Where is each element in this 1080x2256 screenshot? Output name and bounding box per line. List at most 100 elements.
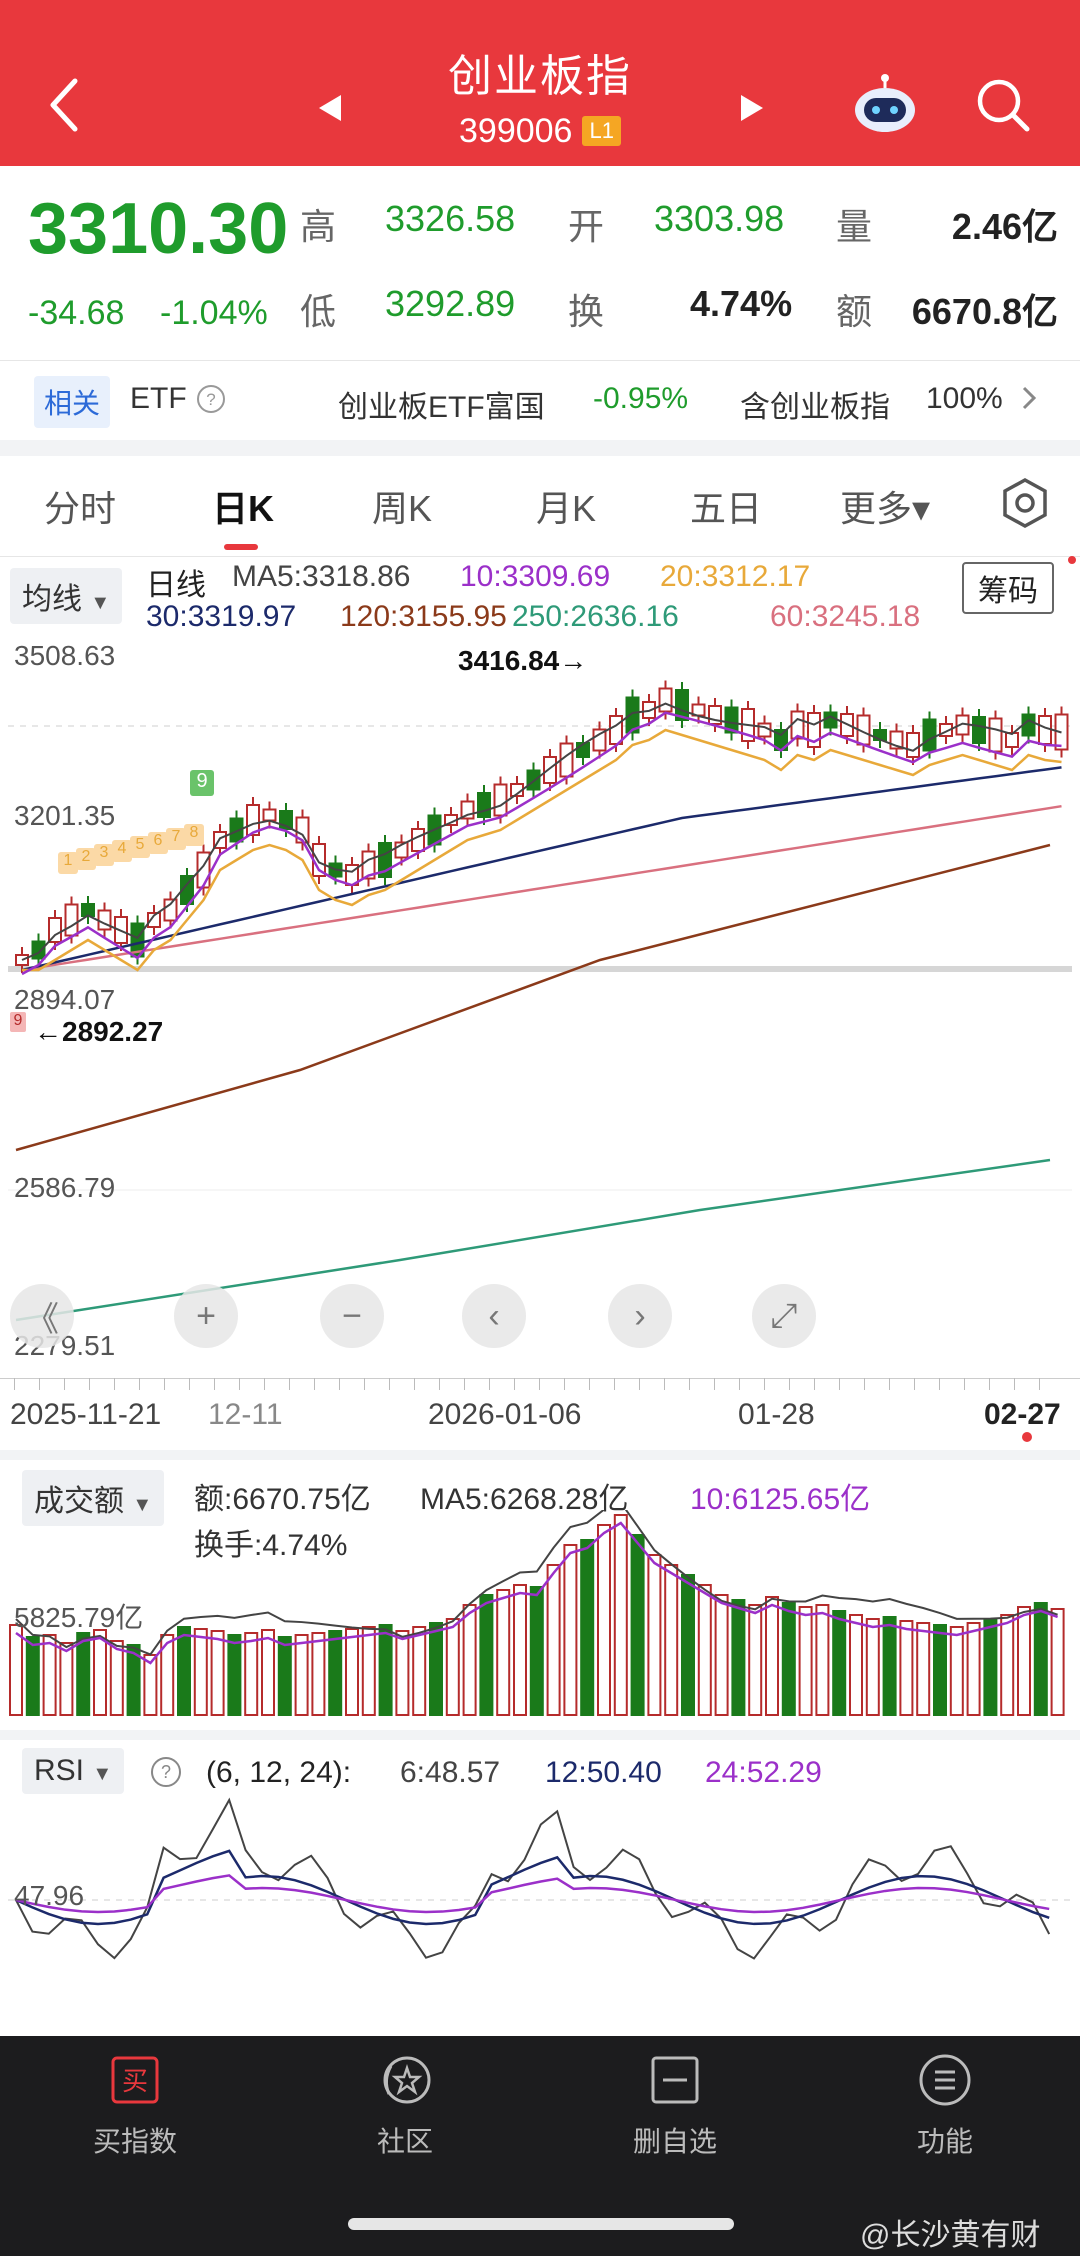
x-tick: [964, 1378, 965, 1390]
turnover-label: 换: [568, 291, 605, 332]
volume-bar: [462, 1604, 477, 1716]
nav-community[interactable]: 社区: [270, 2050, 540, 2160]
candle-body: [64, 903, 79, 937]
candle-body: [477, 792, 491, 818]
robot-assistant-button[interactable]: [848, 66, 922, 140]
collapse-button[interactable]: 《: [10, 1284, 74, 1348]
ma60-line: [21, 804, 1062, 972]
x-tick: [114, 1378, 115, 1390]
volume-bar: [1033, 1602, 1048, 1716]
x-tick: [1039, 1378, 1040, 1390]
x-tick: [539, 1378, 540, 1390]
rsi-indicator-select[interactable]: RSI ▼: [22, 1748, 125, 1794]
volume-indicator-select[interactable]: 成交额 ▼: [22, 1470, 165, 1526]
x-tick: [839, 1378, 840, 1390]
volume-bar: [664, 1564, 679, 1716]
chevron-left-icon: [50, 78, 78, 132]
candle-body: [922, 718, 937, 752]
prev-index-button[interactable]: [300, 78, 360, 138]
y-label-top: 3508.63: [14, 640, 116, 671]
etf-contain-text: 含创业板指: [740, 391, 890, 424]
x-tick: [214, 1378, 215, 1390]
volume-bar: [193, 1628, 208, 1716]
volume-amount: 额:6670.75亿: [194, 1483, 371, 1516]
back-button[interactable]: [30, 70, 100, 140]
volume-bar: [345, 1628, 359, 1716]
nav-community-label: 社区: [376, 2126, 433, 2157]
kline-chart[interactable]: [0, 630, 1080, 1380]
volume-ma5: MA5:6268.28亿: [420, 1483, 629, 1516]
tab-five-day[interactable]: 五日: [690, 488, 763, 529]
rsi24-readout: 24:52.29: [705, 1756, 822, 1789]
indicator-select[interactable]: 均线 ▼: [10, 568, 123, 624]
triangle-left-icon: [319, 95, 341, 121]
candle-body: [609, 715, 623, 745]
volume-chart[interactable]: [0, 1510, 1080, 1725]
rsi-chart[interactable]: [0, 1790, 1080, 2010]
caret-down-icon: ▼: [132, 1494, 153, 1516]
rsi-help-icon[interactable]: ?: [150, 1756, 182, 1793]
tab-more[interactable]: 更多▾: [840, 488, 931, 529]
search-button[interactable]: [968, 70, 1038, 140]
x-tick: [164, 1378, 165, 1390]
volume-bar: [277, 1636, 292, 1716]
settings-button[interactable]: [998, 476, 1052, 535]
volume-bar: [76, 1632, 91, 1716]
volume-bar: [681, 1574, 695, 1716]
nav-functions[interactable]: 功能: [810, 2050, 1080, 2160]
rsi-select-label: RSI: [34, 1754, 85, 1787]
volume-bar: [395, 1630, 410, 1716]
volume-bar: [882, 1616, 897, 1716]
volume-select-label: 成交额: [34, 1485, 124, 1518]
fullscreen-button[interactable]: ⤢: [752, 1284, 816, 1348]
related-etf-bar[interactable]: 相关 ETF ? 创业板ETF富国 -0.95% 含创业板指 100%: [0, 362, 1080, 438]
volume-bar: [227, 1634, 242, 1716]
zoom-out-button[interactable]: −: [320, 1284, 384, 1348]
x-tick: [464, 1378, 465, 1390]
question-circle-icon[interactable]: ?: [196, 384, 226, 419]
volume-bar: [899, 1620, 914, 1716]
tab-daily-k[interactable]: 日K: [212, 488, 274, 529]
tab-weekly-k[interactable]: 周K: [372, 488, 433, 529]
etf-contain-pct: 100%: [926, 382, 1003, 415]
candle-body: [48, 917, 62, 943]
volume-bar: [1017, 1606, 1031, 1716]
chip-distribution-button[interactable]: 筹码: [962, 562, 1054, 614]
volume-bar: [177, 1626, 191, 1716]
tab-intraday[interactable]: 分时: [44, 488, 117, 529]
volume-bar: [865, 1618, 880, 1716]
x-tick: [689, 1378, 690, 1390]
nav-remove-favorite[interactable]: 删自选: [540, 2050, 810, 2160]
nav-buy-index[interactable]: 买 买指数: [0, 2050, 270, 2160]
volume-bar: [93, 1629, 107, 1716]
scroll-right-button[interactable]: ›: [608, 1284, 672, 1348]
x-tick: [89, 1378, 90, 1390]
ma250-line: [15, 1158, 1051, 1322]
x-tick: [889, 1378, 890, 1390]
etf-label: ETF: [130, 382, 187, 415]
x-tick: [714, 1378, 715, 1390]
zoom-in-button[interactable]: +: [174, 1284, 238, 1348]
ma20-readout: 20:3312.17: [660, 560, 811, 593]
x-tick: [339, 1378, 340, 1390]
price-change: -34.68: [28, 294, 125, 332]
scroll-left-button[interactable]: ‹: [462, 1284, 526, 1348]
rsi6-line: [15, 1797, 1051, 1960]
volume-bar: [580, 1539, 595, 1716]
x-tick: [989, 1378, 990, 1390]
x-label-4: 01-28: [738, 1398, 815, 1431]
x-label-1: 2025-11-21: [10, 1398, 162, 1431]
hexagon-settings-icon: [1003, 478, 1047, 528]
pane-separator: [8, 966, 1072, 972]
volume-ma5-line: [15, 1510, 1058, 1656]
level-badge: L1: [582, 116, 621, 146]
svg-text:?: ?: [206, 390, 215, 409]
remove-favorite-icon: [645, 2050, 705, 2110]
ma120-readout: 120:3155.95: [340, 600, 507, 633]
open-value: 3303.98: [654, 198, 785, 239]
next-index-button[interactable]: [722, 78, 782, 138]
x-tick: [364, 1378, 365, 1390]
x-tick: [264, 1378, 265, 1390]
tab-monthly-k[interactable]: 月K: [536, 488, 597, 529]
price-change-pct: -1.04%: [160, 294, 268, 332]
